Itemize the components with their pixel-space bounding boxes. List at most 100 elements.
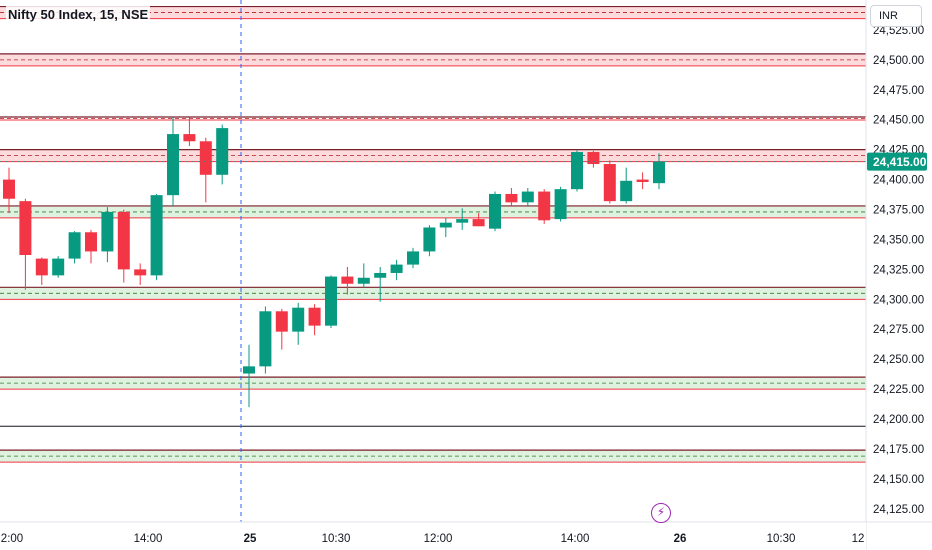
time-tick-label: 25: [244, 533, 257, 545]
candle: [374, 266, 387, 302]
candle-body: [243, 366, 255, 374]
candle-body: [292, 307, 305, 332]
candle: [423, 225, 436, 257]
candle-body: [325, 276, 337, 326]
candle: [167, 117, 179, 206]
candle-body: [472, 219, 485, 227]
candle-body: [374, 272, 387, 278]
lightning-bolt-icon[interactable]: ⚡: [651, 503, 671, 523]
symbol-title: Nifty 50 Index, 15, NSE: [6, 6, 151, 23]
candle-body: [636, 179, 649, 182]
time-tick-label: 14:00: [134, 533, 163, 545]
price-tick-label: 24,250.00: [873, 354, 924, 366]
level-line: [0, 205, 866, 219]
level-line: [0, 116, 866, 121]
candle: [554, 186, 567, 222]
candle: [292, 302, 305, 345]
price-axis[interactable]: 24,525.00 24,500.00 24,475.00 24,450.00 24,4…: [865, 0, 932, 550]
level-line: [0, 53, 866, 67]
currency-button[interactable]: INR: [870, 5, 922, 27]
candle: [68, 231, 81, 264]
time-axis-bg: [0, 522, 866, 550]
candle: [19, 198, 32, 290]
candle-body: [275, 311, 288, 332]
candle: [35, 257, 48, 285]
candle: [538, 189, 551, 224]
time-tick-label: 10:30: [767, 533, 796, 545]
candle-body: [85, 232, 97, 252]
level-zone: [0, 450, 866, 463]
candle: [653, 153, 665, 190]
candle-body: [117, 211, 130, 270]
candle-body: [216, 128, 229, 175]
candle-body: [183, 134, 196, 142]
price-tick-label: 24,475.00: [873, 85, 924, 97]
candle-body: [505, 193, 518, 203]
candle-body: [357, 277, 370, 284]
candle: [505, 187, 518, 206]
time-tick-label: 2:00: [1, 533, 23, 545]
price-tick-label: 24,500.00: [873, 55, 924, 67]
candle-body: [587, 152, 600, 165]
candles-layer: [3, 117, 665, 408]
candle: [407, 247, 419, 269]
time-tick-label: 12: [852, 533, 865, 545]
candle: [472, 213, 485, 227]
level-line: [0, 286, 866, 300]
candle-body: [52, 258, 65, 276]
candle: [275, 308, 288, 350]
candle: [390, 259, 403, 281]
candle-body: [308, 307, 321, 326]
candle: [456, 208, 469, 230]
level-line: [0, 376, 866, 390]
candle: [357, 263, 370, 288]
candle: [341, 266, 354, 295]
time-axis[interactable]: 2:00 14:00 25 10:30 12:00 14:00 26 10:30 12: [0, 521, 932, 550]
candle-body: [521, 191, 534, 203]
price-tick-label: 24,325.00: [873, 264, 924, 276]
candle: [636, 172, 649, 190]
candle-body: [571, 152, 583, 190]
candle-body: [259, 311, 272, 367]
candle-body: [620, 180, 633, 202]
price-tick-label: 24,300.00: [873, 294, 924, 306]
candle: [183, 117, 196, 147]
candle: [150, 193, 163, 281]
candle-body: [456, 219, 469, 223]
candle: [587, 150, 600, 168]
candle: [85, 229, 97, 264]
candle: [620, 167, 633, 204]
candle: [134, 263, 147, 285]
price-tick-label: 24,400.00: [873, 175, 924, 187]
candle: [308, 304, 321, 336]
level-zone: [0, 287, 866, 300]
candle-body: [489, 193, 501, 229]
last-price-tag: 24,415.00: [0, 152, 927, 171]
level-zone: [0, 205, 866, 218]
candle: [3, 167, 15, 214]
last-price-label: 24,415.00: [873, 155, 927, 169]
level-zone: [0, 377, 866, 390]
time-tick-label: 14:00: [561, 533, 590, 545]
candle-body: [390, 264, 403, 273]
price-tick-label: 24,125.00: [873, 504, 924, 516]
candle-body: [603, 164, 616, 202]
candle: [117, 209, 130, 283]
candle: [521, 187, 534, 206]
candle-body: [150, 195, 163, 276]
candle-body: [19, 201, 32, 256]
candle: [439, 217, 452, 238]
candle: [216, 124, 229, 185]
candle: [259, 306, 272, 374]
candle-body: [199, 141, 212, 175]
price-axis-bg: [866, 0, 932, 550]
time-tick-label: 12:00: [424, 533, 453, 545]
level-zone: [0, 53, 866, 66]
price-tick-label: 24,175.00: [873, 444, 924, 456]
candle-body: [407, 251, 419, 265]
candle: [52, 256, 65, 278]
price-tick-label: 24,375.00: [873, 205, 924, 217]
candle-body: [134, 269, 147, 276]
